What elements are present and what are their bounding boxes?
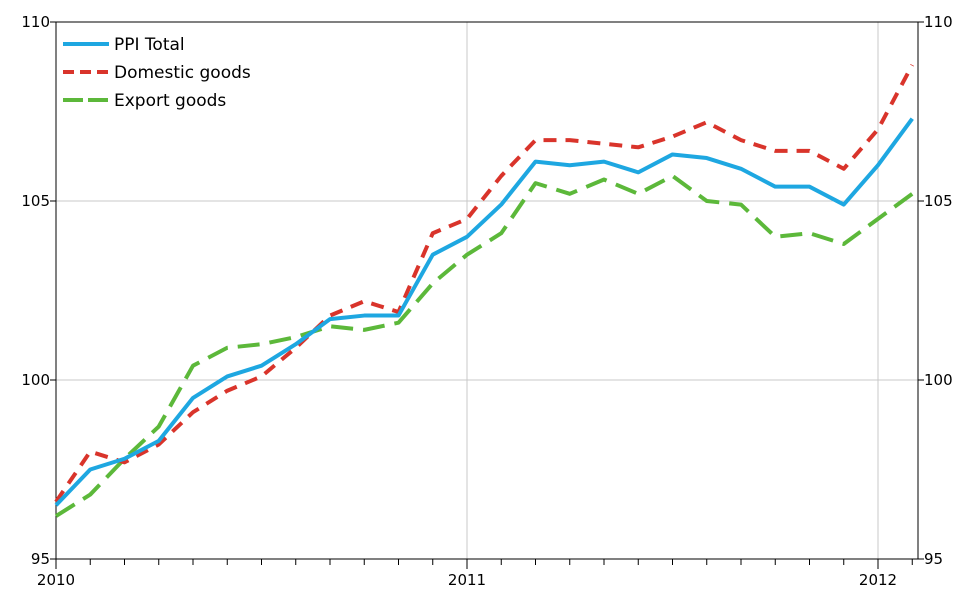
legend: PPI Total Domestic goods Export goods: [63, 35, 251, 111]
series-line-export-goods: [54, 173, 914, 518]
y-tick-label-left: 110: [21, 13, 50, 31]
series-lines: [54, 64, 915, 518]
y-tick-label-right: 110: [924, 13, 953, 31]
y-tick-label-left: 105: [21, 192, 50, 210]
grid: [56, 22, 918, 559]
x-tick-label: 2011: [448, 571, 486, 589]
legend-label: Domestic goods: [114, 63, 251, 83]
y-tick-label-right: 105: [924, 192, 953, 210]
x-tick-label: 2012: [859, 571, 897, 589]
legend-label: Export goods: [114, 91, 226, 111]
legend-label: PPI Total: [114, 35, 185, 55]
series-line-domestic-goods: [54, 64, 915, 503]
x-tick-label: 2010: [37, 571, 75, 589]
plot-frame: [55, 21, 919, 560]
y-tick-label-left: 100: [21, 371, 50, 389]
series-line-ppi-total: [54, 117, 914, 507]
tick-labels: 95 95 100 100 105 105 110 110 2010 2011 2012: [21, 13, 952, 589]
axis-ticks: [50, 21, 924, 569]
y-tick-label-left: 95: [31, 550, 50, 568]
y-tick-label-right: 100: [924, 371, 953, 389]
y-tick-label-right: 95: [924, 550, 943, 568]
